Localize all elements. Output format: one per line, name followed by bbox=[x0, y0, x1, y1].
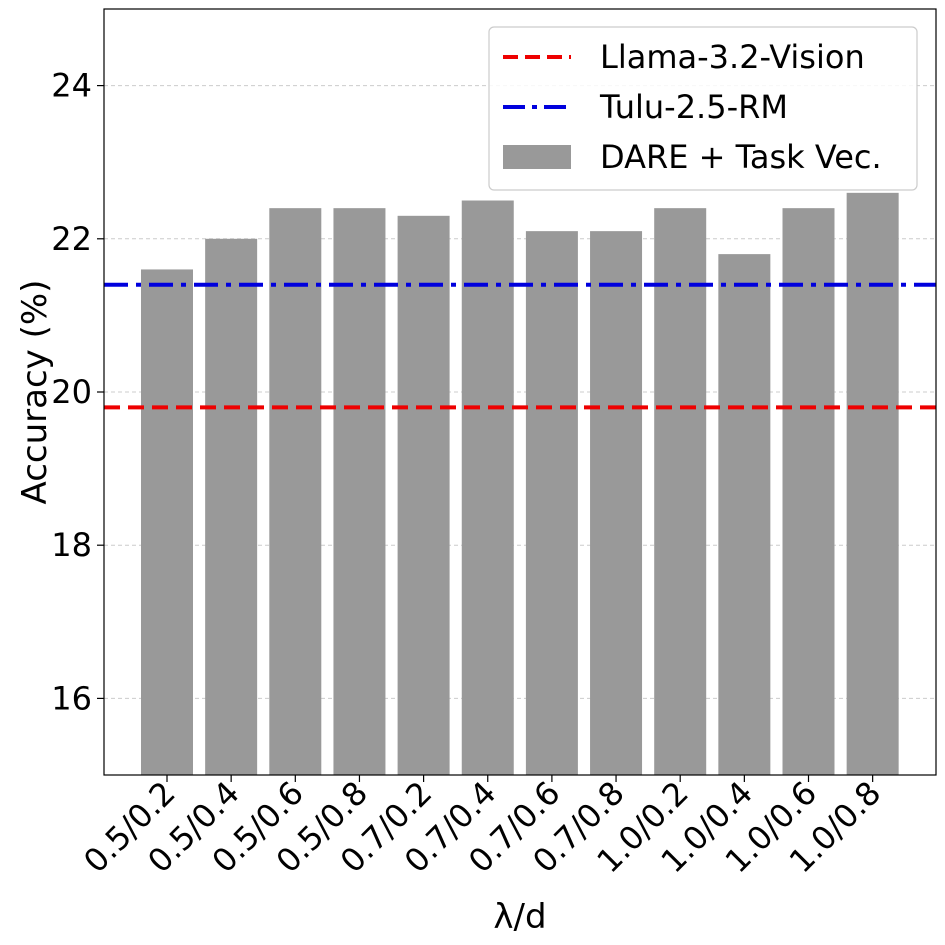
bar bbox=[269, 208, 322, 775]
y-axis-ticks: 16 18 20 22 24 bbox=[51, 67, 104, 717]
bar bbox=[525, 231, 578, 775]
bars bbox=[141, 192, 899, 776]
x-axis-title: λ/d bbox=[493, 897, 546, 937]
legend-swatch-dare bbox=[503, 145, 571, 169]
y-tick-label: 18 bbox=[51, 526, 92, 564]
legend-label-tulu: Tulu-2.5-RM bbox=[599, 88, 788, 126]
y-tick-label: 24 bbox=[51, 67, 92, 105]
x-axis-ticks: 0.5/0.20.5/0.40.5/0.60.5/0.80.7/0.20.7/0… bbox=[76, 774, 888, 880]
y-tick-label: 22 bbox=[51, 220, 92, 258]
bar bbox=[590, 231, 643, 775]
y-tick-label: 16 bbox=[51, 679, 92, 717]
legend-label-llama: Llama-3.2-Vision bbox=[600, 38, 865, 76]
bar bbox=[205, 238, 258, 776]
bar bbox=[333, 208, 386, 775]
bar bbox=[397, 215, 450, 775]
bar bbox=[141, 269, 193, 775]
bar bbox=[461, 200, 514, 775]
reference-lines bbox=[104, 282, 936, 410]
bar bbox=[782, 208, 835, 775]
legend: Llama-3.2-Vision Tulu-2.5-RM DARE + Task… bbox=[488, 26, 918, 191]
y-tick-label: 20 bbox=[51, 373, 92, 411]
legend-box bbox=[488, 26, 918, 191]
bar bbox=[718, 254, 771, 775]
legend-label-dare: DARE + Task Vec. bbox=[600, 138, 882, 176]
bar bbox=[654, 208, 707, 775]
bar bbox=[846, 192, 899, 776]
y-axis-title: Accuracy (%) bbox=[15, 280, 55, 505]
